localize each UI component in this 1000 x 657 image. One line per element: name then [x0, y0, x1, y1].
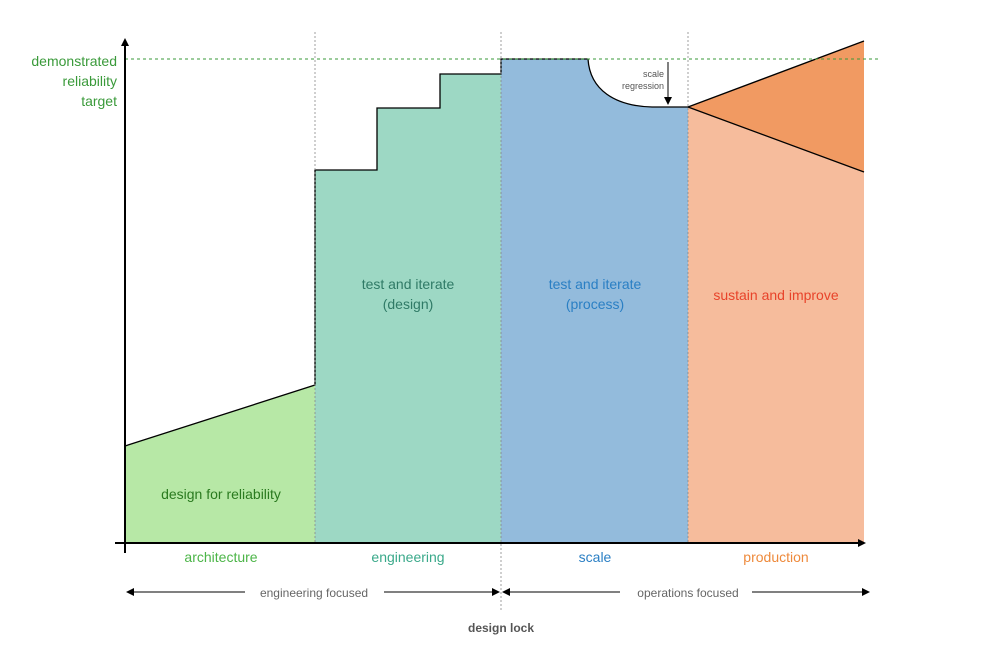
annotation-regression-text: regression — [622, 81, 664, 91]
phase-label-scale: scale — [579, 549, 612, 565]
region-label-test-design: test and iterate — [362, 276, 455, 292]
annotation-scale-text: scale — [643, 69, 664, 79]
upper-bound-line — [687, 40, 865, 108]
lower-bound-line — [687, 106, 865, 173]
region-label-design: design for reliability — [161, 486, 281, 502]
test-iterate-process-region — [501, 59, 688, 543]
sustain-improve-region — [688, 107, 864, 543]
design-lock-label: design lock — [468, 621, 534, 635]
target-label-line3: target — [81, 93, 117, 109]
target-label-line2: reliability — [63, 73, 117, 89]
region-label-sustain: sustain and improve — [713, 287, 839, 303]
test-iterate-design-region — [315, 74, 501, 543]
phase-label-production: production — [743, 549, 808, 565]
operations-focused-label: operations focused — [637, 586, 738, 600]
engineering-focused-label: engineering focused — [260, 586, 368, 600]
region-label-test-process: test and iterate — [549, 276, 642, 292]
scale-regression-curve — [587, 58, 688, 108]
region-label-test-design-sub: (design) — [383, 296, 434, 312]
phase-label-engineering: engineering — [371, 549, 444, 565]
target-label-line1: demonstrated — [31, 53, 117, 69]
sustain-improve-range-wedge — [688, 41, 864, 172]
region-label-test-process-sub: (process) — [566, 296, 624, 312]
phase-label-architecture: architecture — [184, 549, 257, 565]
design-for-reliability-region — [125, 385, 315, 543]
